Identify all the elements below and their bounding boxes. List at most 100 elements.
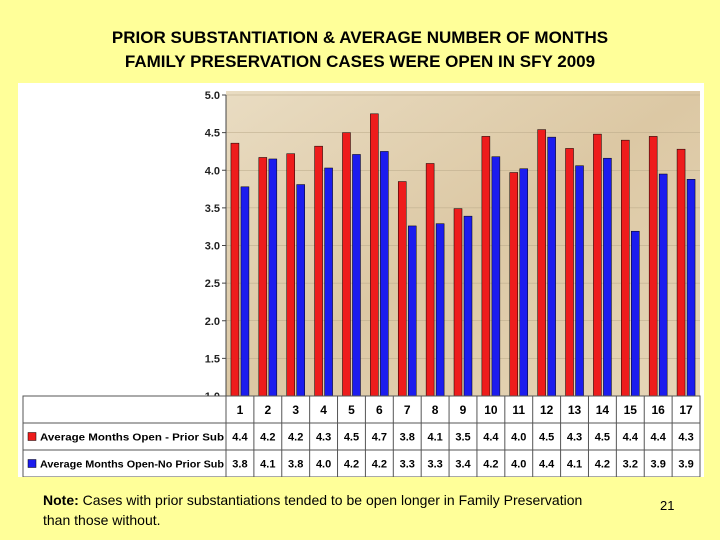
data-table-frame bbox=[22, 395, 701, 477]
bar-no-prior-sub bbox=[240, 186, 250, 397]
x-category-label: 17 bbox=[679, 403, 693, 417]
note-label: Note: bbox=[43, 492, 79, 508]
data-label: 3.3 bbox=[400, 459, 415, 471]
data-label: 3.4 bbox=[455, 459, 471, 471]
plot-area bbox=[226, 91, 700, 396]
x-category-label: 12 bbox=[540, 403, 554, 417]
slide-title: PRIOR SUBSTANTIATION & AVERAGE NUMBER OF… bbox=[0, 26, 720, 74]
data-label: 3.9 bbox=[678, 459, 693, 471]
data-label: 3.8 bbox=[288, 459, 303, 471]
data-label: 4.1 bbox=[567, 459, 582, 471]
data-label: 3.8 bbox=[232, 459, 247, 471]
legend-swatch bbox=[27, 459, 37, 468]
title-line-1: PRIOR SUBSTANTIATION & AVERAGE NUMBER OF… bbox=[111, 28, 609, 47]
y-tick-label: 4.5 bbox=[205, 128, 220, 140]
y-tick-label: 2.0 bbox=[205, 316, 220, 328]
data-label: 4.2 bbox=[483, 459, 498, 471]
data-label: 4.0 bbox=[511, 432, 526, 444]
bar-no-prior-sub bbox=[491, 156, 501, 397]
bar-no-prior-sub bbox=[519, 168, 529, 397]
bar-prior-sub bbox=[593, 133, 602, 397]
bar-prior-sub bbox=[509, 172, 519, 397]
bar-no-prior-sub bbox=[296, 184, 305, 397]
y-tick-label: 2.5 bbox=[205, 278, 220, 290]
bar-prior-sub bbox=[258, 157, 268, 397]
data-label: 4.4 bbox=[651, 432, 667, 444]
bar-prior-sub bbox=[397, 181, 407, 397]
bar-prior-sub bbox=[565, 148, 574, 397]
x-category-label: 4 bbox=[320, 403, 327, 417]
data-label: 3.2 bbox=[623, 459, 638, 471]
bar-no-prior-sub bbox=[352, 154, 361, 397]
page-number: 21 bbox=[660, 498, 675, 513]
bar-no-prior-sub bbox=[658, 173, 668, 397]
bar-prior-sub bbox=[481, 136, 491, 397]
data-label: 4.1 bbox=[260, 459, 275, 471]
bar-prior-sub bbox=[314, 145, 323, 397]
y-tick-label: 3.5 bbox=[205, 203, 220, 215]
bar-no-prior-sub bbox=[324, 167, 333, 397]
bar-prior-sub bbox=[676, 148, 686, 397]
data-label: 3.8 bbox=[400, 432, 415, 444]
x-category-label: 11 bbox=[512, 403, 525, 417]
x-category-label: 16 bbox=[651, 403, 665, 417]
data-label: 4.0 bbox=[316, 459, 331, 471]
data-label: 4.3 bbox=[316, 432, 331, 444]
y-tick-label: 4.0 bbox=[205, 165, 220, 177]
bar-prior-sub bbox=[230, 142, 240, 397]
data-label: 3.9 bbox=[651, 459, 666, 471]
legend-swatch bbox=[27, 432, 37, 441]
data-label: 4.2 bbox=[372, 459, 387, 471]
note-text: Cases with prior substantiations tended … bbox=[43, 492, 583, 528]
x-category-label: 2 bbox=[264, 403, 271, 417]
x-category-label: 10 bbox=[484, 403, 498, 417]
data-label: 4.4 bbox=[232, 432, 248, 444]
bar-prior-sub bbox=[537, 129, 546, 397]
bar-no-prior-sub bbox=[686, 179, 696, 397]
y-tick-label: 3.0 bbox=[205, 241, 220, 253]
x-category-label: 9 bbox=[460, 403, 467, 417]
data-label: 4.4 bbox=[623, 432, 639, 444]
bar-no-prior-sub bbox=[547, 136, 556, 397]
x-category-label: 6 bbox=[376, 403, 383, 417]
data-label: 4.0 bbox=[511, 459, 526, 471]
bar-prior-sub bbox=[425, 163, 435, 397]
legend-label: Average Months Open - Prior Sub bbox=[40, 432, 224, 444]
data-label: 4.5 bbox=[595, 432, 610, 444]
bar-no-prior-sub bbox=[380, 151, 389, 397]
x-category-label: 5 bbox=[348, 403, 355, 417]
bar-chart: 1.01.52.02.53.03.54.04.55.0 123456789101… bbox=[22, 90, 701, 477]
data-label: 4.2 bbox=[288, 432, 303, 444]
x-category-label: 8 bbox=[432, 403, 439, 417]
data-label: 3.5 bbox=[455, 432, 470, 444]
x-category-label: 1 bbox=[237, 403, 244, 417]
y-tick-label: 5.0 bbox=[205, 90, 220, 102]
data-label: 4.2 bbox=[595, 459, 610, 471]
data-label: 4.5 bbox=[539, 432, 554, 444]
bar-prior-sub bbox=[453, 208, 463, 397]
data-label: 4.5 bbox=[344, 432, 359, 444]
bar-no-prior-sub bbox=[603, 157, 612, 397]
data-label: 4.3 bbox=[678, 432, 693, 444]
x-category-label: 14 bbox=[596, 403, 610, 417]
footnote: Note: Cases with prior substantiations t… bbox=[43, 490, 603, 530]
bar-prior-sub bbox=[370, 113, 379, 397]
bar-prior-sub bbox=[342, 132, 351, 397]
data-label: 4.2 bbox=[344, 459, 359, 471]
x-category-label: 3 bbox=[292, 403, 299, 417]
bar-no-prior-sub bbox=[268, 158, 278, 397]
bar-prior-sub bbox=[648, 136, 658, 397]
bar-no-prior-sub bbox=[435, 223, 445, 397]
data-label: 4.1 bbox=[427, 432, 442, 444]
bar-prior-sub bbox=[621, 139, 630, 397]
legend-label: Average Months Open-No Prior Sub bbox=[40, 459, 224, 471]
bar-no-prior-sub bbox=[575, 165, 584, 397]
data-label: 4.2 bbox=[260, 432, 275, 444]
data-label: 4.4 bbox=[539, 459, 555, 471]
chart-panel: 1.01.52.02.53.03.54.04.55.0 123456789101… bbox=[18, 83, 704, 477]
bar-no-prior-sub bbox=[631, 230, 640, 397]
x-category-label: 7 bbox=[404, 403, 411, 417]
data-label: 4.7 bbox=[372, 432, 387, 444]
y-tick-label: 1.5 bbox=[205, 353, 220, 365]
bar-no-prior-sub bbox=[407, 225, 417, 397]
